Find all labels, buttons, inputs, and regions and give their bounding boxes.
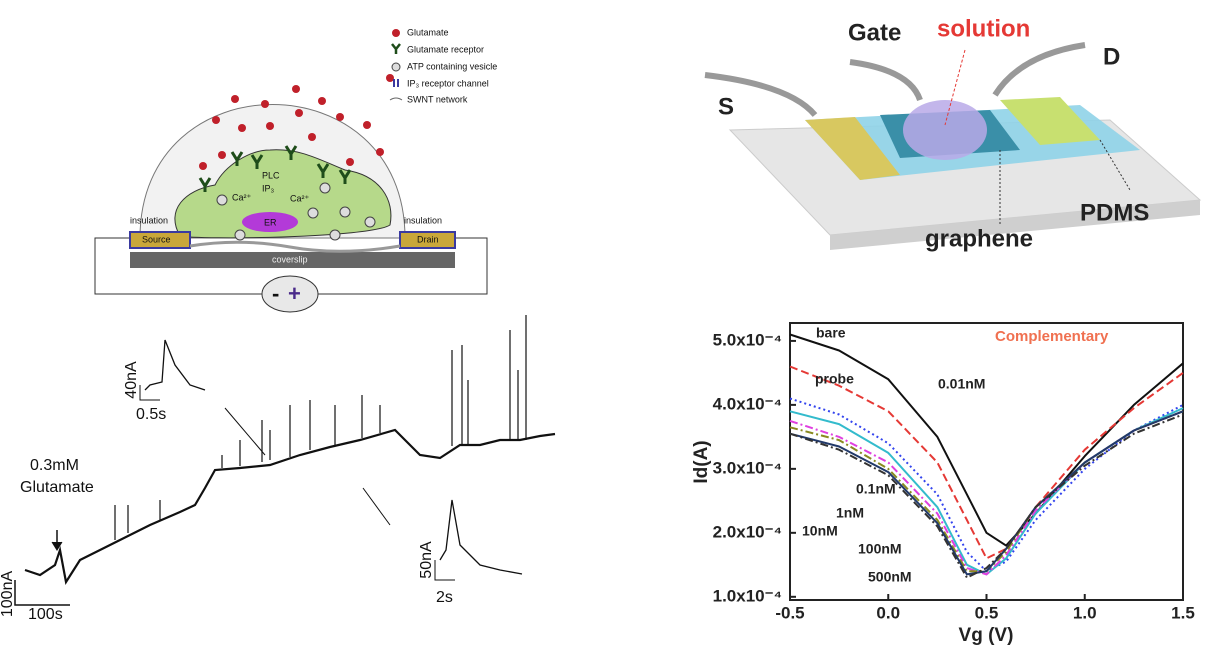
trace-line xyxy=(24,428,556,585)
label: PDMS xyxy=(1080,199,1149,226)
battery xyxy=(261,275,319,313)
series-line xyxy=(789,365,1184,560)
swnt-network xyxy=(189,240,401,253)
series-label: 0.1nM xyxy=(856,481,896,497)
legend-label: Glutamate receptor xyxy=(407,44,484,54)
series-line xyxy=(789,410,1184,573)
label: ER xyxy=(264,217,277,227)
plot-frame xyxy=(789,322,1184,601)
pointer xyxy=(999,139,1131,225)
droplet xyxy=(903,100,987,160)
label: - xyxy=(272,281,279,306)
annotation: Complementary xyxy=(995,328,1109,345)
label: 50nA xyxy=(418,541,435,579)
er xyxy=(242,212,298,232)
series-label: 10nM xyxy=(802,523,838,539)
drain-pad xyxy=(1000,97,1100,145)
inset-scale xyxy=(139,385,160,401)
series-line xyxy=(789,333,1184,547)
label: 2s xyxy=(436,589,453,606)
label: Source xyxy=(142,234,171,244)
coverslip xyxy=(130,252,455,268)
y-axis-label: Id(A) xyxy=(691,440,712,483)
series-line xyxy=(789,410,1184,576)
label: Glutamate xyxy=(20,479,94,496)
legend-label: SWNT network xyxy=(407,94,468,104)
y-tick-label: 2.0x10⁻⁴ xyxy=(713,522,782,541)
device: Gate solution D S PDMS graphene xyxy=(704,15,1202,252)
label: 40nA xyxy=(123,361,140,399)
x-axis-label: Vg (V) xyxy=(959,625,1014,646)
cell-diagram: PLC IP₃ Ca²⁺ Ca²⁺ ER insulation insulati… xyxy=(94,27,497,313)
series-line xyxy=(789,410,1184,576)
series-line xyxy=(789,413,1184,579)
label: 100nA xyxy=(0,571,16,618)
label: insulation xyxy=(130,215,168,225)
label: solution xyxy=(937,15,1030,42)
x-tick-label: 0.0 xyxy=(876,603,900,622)
iv-chart: Complementary Vg (V) Id(A) 5.0x10⁻⁴ 4.0x1… xyxy=(691,322,1195,646)
inset-trace xyxy=(144,339,206,391)
source-electrode xyxy=(129,231,191,249)
series-label: 1nM xyxy=(836,505,864,521)
spikes xyxy=(114,315,527,540)
label: coverslip xyxy=(272,254,308,264)
label: graphene xyxy=(925,225,1033,252)
drain-electrode xyxy=(399,231,456,249)
series-label: 100nM xyxy=(858,541,902,557)
label: 100s xyxy=(28,606,63,623)
series-label: 0.01nM xyxy=(938,376,985,392)
x-tick-label: -0.5 xyxy=(775,603,804,622)
glutamate-dots xyxy=(199,74,394,170)
probe-s xyxy=(704,72,818,117)
x-tick-label: 1.0 xyxy=(1073,603,1097,622)
vesicles xyxy=(216,182,376,241)
label: D xyxy=(1103,43,1120,70)
series-label: bare xyxy=(816,325,846,341)
label: + xyxy=(288,281,301,306)
inset-trace xyxy=(439,499,523,575)
current-trace xyxy=(14,315,556,606)
label: S xyxy=(718,93,734,120)
series-label: probe xyxy=(815,371,854,387)
legend-label: ATP containing vesicle xyxy=(407,61,497,71)
label: IP₃ xyxy=(262,183,275,193)
source-pad xyxy=(805,117,900,180)
arrow-head xyxy=(51,541,63,551)
label: Gate xyxy=(848,19,901,46)
series-line xyxy=(789,407,1184,576)
y-tick-label: 4.0x10⁻⁴ xyxy=(713,394,782,413)
y-tick-label: 3.0x10⁻⁴ xyxy=(713,458,782,477)
series-line xyxy=(789,397,1184,573)
x-tick-label: 0.5 xyxy=(975,603,999,622)
label: Ca²⁺ xyxy=(290,193,310,203)
series-label: 500nM xyxy=(868,569,912,585)
pointer xyxy=(362,487,391,526)
label: insulation xyxy=(404,215,442,225)
substrate-side xyxy=(830,200,1200,250)
probe-d xyxy=(992,42,1086,97)
cell xyxy=(174,149,392,239)
label: Drain xyxy=(417,234,439,244)
probe-gate xyxy=(849,59,923,102)
legend-label: IP₃ receptor channel xyxy=(407,78,489,88)
label: 0.3mM xyxy=(30,457,79,474)
x-tick-label: 1.5 xyxy=(1171,603,1195,622)
label: Ca²⁺ xyxy=(232,192,252,202)
pointer xyxy=(944,49,966,126)
inset-scale xyxy=(434,560,455,581)
label: 0.5s xyxy=(136,406,166,423)
legend: Glutamate Glutamate receptor ATP contain… xyxy=(389,27,497,104)
scale-bar xyxy=(14,580,70,606)
legend-label: Glutamate xyxy=(407,27,449,37)
label: PLC xyxy=(262,170,280,180)
y-tick-label: 5.0x10⁻⁴ xyxy=(713,330,782,349)
y-tick-label: 1.0x10⁻⁴ xyxy=(713,586,782,605)
receptors xyxy=(198,145,352,192)
pointer xyxy=(224,407,266,456)
